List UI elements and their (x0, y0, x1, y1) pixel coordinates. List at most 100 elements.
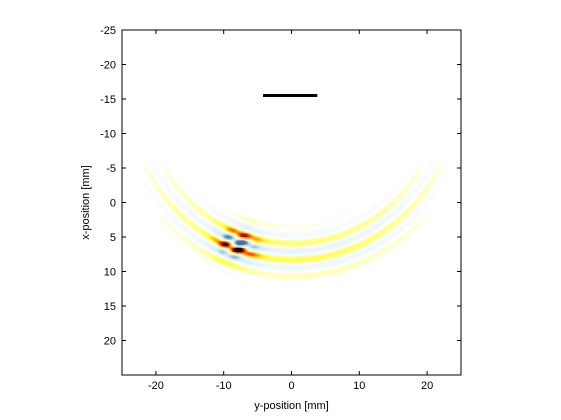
heatmap-cell (178, 209, 181, 212)
heatmap-cell (192, 203, 195, 206)
heatmap-cell (315, 237, 318, 239)
heatmap-cell (329, 263, 332, 265)
heatmap-cell (355, 239, 357, 242)
heatmap-cell (239, 260, 242, 263)
heatmap-cell (195, 217, 197, 220)
heatmap-cell (261, 227, 264, 230)
heatmap-cell (212, 267, 215, 270)
heatmap-cell (229, 239, 231, 242)
heatmap-cell (181, 212, 184, 214)
heatmap-cell (333, 224, 336, 227)
heatmap-cell (158, 173, 161, 176)
heatmap-cell (260, 221, 263, 224)
heatmap-cell (222, 259, 225, 261)
heatmap-cell (352, 221, 355, 224)
heatmap-cell (261, 245, 264, 248)
heatmap-cell (145, 166, 147, 169)
heatmap-cell (169, 202, 172, 205)
heatmap-cell (295, 241, 298, 243)
heatmap-cell (252, 246, 254, 249)
heatmap-cell (277, 250, 280, 253)
heatmap-cell (357, 243, 360, 246)
heatmap-cell (334, 235, 337, 238)
heatmap-cell (161, 217, 164, 220)
heatmap-cell (241, 223, 244, 225)
heatmap-cell (275, 225, 277, 228)
heatmap-cell (168, 177, 170, 180)
heatmap-cell (230, 237, 233, 239)
heatmap-cell (294, 257, 296, 260)
heatmap-cell (204, 230, 207, 232)
heatmap-cell (321, 242, 324, 245)
heatmap-cell (155, 166, 158, 169)
heatmap-cell (183, 195, 185, 198)
heatmap-cell (189, 190, 192, 192)
heatmap-cell (183, 238, 185, 241)
heatmap-cell (183, 196, 185, 199)
heatmap-cell (279, 252, 282, 254)
heatmap-cell (196, 225, 199, 228)
heatmap-cell (199, 231, 202, 234)
heatmap-cell (305, 241, 307, 243)
heatmap-cell (239, 249, 242, 252)
heatmap-cell (231, 243, 234, 246)
heatmap-cell (288, 264, 291, 267)
heatmap-cell (261, 235, 264, 238)
heatmap-cell (170, 203, 173, 206)
heatmap-cell (202, 213, 204, 216)
heatmap-cell (268, 275, 271, 278)
heatmap-cell (303, 265, 306, 268)
heatmap-cell (282, 246, 284, 249)
heatmap-cell (248, 261, 250, 264)
heatmap-cell (314, 245, 317, 248)
heatmap-cell (319, 254, 322, 257)
heatmap-cell (219, 263, 222, 265)
heatmap-cell (311, 252, 314, 254)
heatmap-cell (306, 275, 309, 278)
heatmap-cell (324, 243, 326, 246)
heatmap-cell (300, 267, 303, 270)
heatmap-cell (280, 231, 283, 234)
heatmap-cell (159, 192, 162, 195)
heatmap-cell (283, 246, 286, 249)
heatmap-cell (271, 238, 273, 241)
heatmap-cell (296, 264, 299, 267)
heatmap-cell (210, 252, 212, 254)
heatmap-cell (230, 263, 233, 265)
heatmap-cell (216, 265, 219, 268)
heatmap-cell (332, 260, 334, 263)
heatmap-cell (326, 238, 329, 241)
heatmap-cell (172, 177, 174, 180)
heatmap-cell (154, 184, 157, 187)
heatmap-cell (253, 225, 256, 228)
heatmap-cell (220, 213, 223, 216)
heatmap-cell (282, 250, 284, 253)
heatmap-cell (273, 238, 276, 241)
heatmap-cell (351, 220, 353, 223)
heatmap-cell (298, 277, 301, 279)
heatmap-cell (307, 260, 310, 263)
heatmap-cell (345, 248, 348, 250)
heatmap-cell (298, 232, 301, 235)
heatmap-cell (202, 225, 204, 228)
heatmap-cell (344, 235, 347, 238)
heatmap-cell (263, 248, 265, 250)
heatmap-cell (233, 256, 235, 259)
heatmap-cell (280, 232, 283, 235)
heatmap-cell (357, 248, 360, 250)
heatmap-cell (291, 261, 294, 264)
heatmap-cell (345, 220, 348, 223)
heatmap-cell (197, 208, 200, 210)
heatmap-cell (216, 213, 219, 216)
heatmap-cell (200, 253, 203, 256)
heatmap-cell (360, 243, 363, 246)
heatmap-cell (338, 225, 341, 228)
heatmap-cell (199, 250, 202, 253)
heatmap-cell (356, 261, 359, 264)
heatmap-cell (159, 216, 162, 219)
heatmap-cell (252, 271, 254, 274)
heatmap-cell (234, 254, 237, 257)
heatmap-cell (337, 271, 340, 274)
heatmap-cell (235, 213, 238, 216)
heatmap-cell (176, 212, 178, 214)
